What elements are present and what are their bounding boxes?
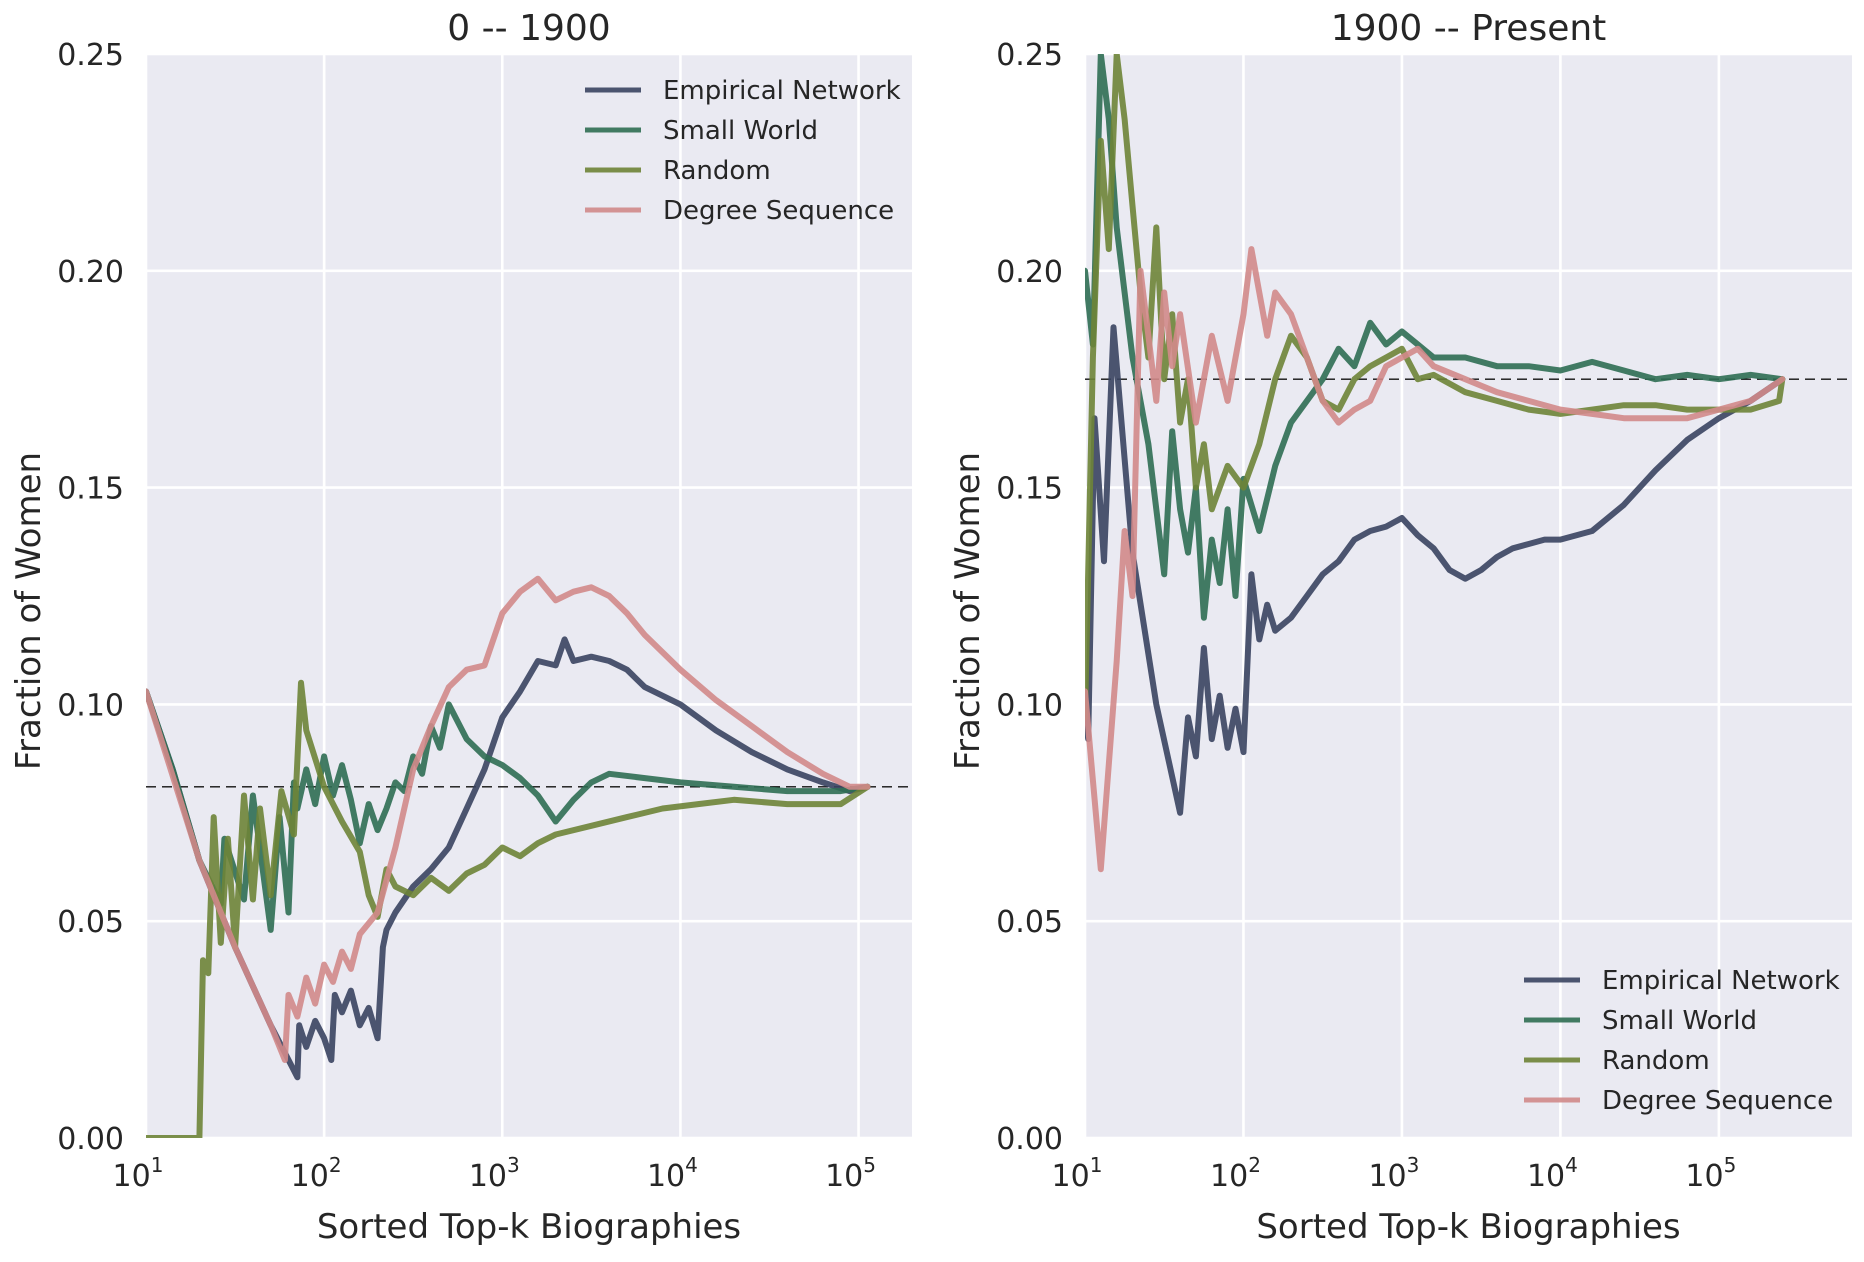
series-group bbox=[146, 575, 871, 1138]
x-tick-label: 103 bbox=[1368, 1153, 1419, 1194]
x-tick-label: 103 bbox=[469, 1153, 520, 1194]
x-tick-base: 10 bbox=[1210, 1159, 1248, 1194]
y-tick-label: 0.00 bbox=[57, 1122, 124, 1157]
legend-label: Small World bbox=[663, 116, 818, 146]
plot-area bbox=[146, 54, 912, 1138]
x-tick-label: 105 bbox=[825, 1153, 876, 1194]
series-line-random bbox=[146, 679, 871, 1138]
plot-area bbox=[1085, 54, 1852, 1138]
x-tick-base: 10 bbox=[1685, 1159, 1723, 1194]
x-tick-base: 10 bbox=[1052, 1159, 1090, 1194]
x-tick-exponent: 3 bbox=[507, 1153, 520, 1177]
x-axis-label: Sorted Top-k Biographies bbox=[1256, 1207, 1680, 1247]
y-tick-label: 0.25 bbox=[57, 38, 124, 73]
chart-title: 1900 -- Present bbox=[1331, 8, 1607, 49]
legend: Empirical Network Small World Random Degree… bbox=[1524, 966, 1840, 1116]
y-tick-label: 0.20 bbox=[57, 255, 124, 290]
x-tick-base: 10 bbox=[469, 1159, 507, 1194]
chart-title: 0 -- 1900 bbox=[447, 8, 610, 49]
series-line-small-world bbox=[146, 688, 871, 933]
series-line-empirical-network bbox=[1085, 324, 1786, 816]
x-tick-exponent: 2 bbox=[329, 1153, 342, 1177]
series-line-degree-sequence bbox=[146, 575, 871, 1063]
x-tick-label: 104 bbox=[1527, 1153, 1578, 1194]
x-tick-label: 101 bbox=[113, 1153, 164, 1194]
y-tick-label: 0.25 bbox=[996, 38, 1063, 73]
legend-label: Empirical Network bbox=[1602, 966, 1840, 996]
y-tick-label: 0.10 bbox=[996, 688, 1063, 723]
y-tick-label: 0.15 bbox=[996, 472, 1063, 507]
x-tick-base: 10 bbox=[647, 1159, 685, 1194]
y-axis-label: Fraction of Women bbox=[948, 452, 988, 770]
x-tick-label: 105 bbox=[1685, 1153, 1736, 1194]
y-axis-label: Fraction of Women bbox=[9, 452, 49, 770]
x-tick-exponent: 4 bbox=[685, 1153, 698, 1177]
x-axis-label: Sorted Top-k Biographies bbox=[317, 1207, 741, 1247]
legend-label: Degree Sequence bbox=[663, 196, 894, 226]
x-tick-exponent: 1 bbox=[1090, 1153, 1103, 1177]
series-line-empirical-network bbox=[146, 636, 871, 1081]
x-tick-base: 10 bbox=[291, 1159, 329, 1194]
legend-label: Degree Sequence bbox=[1602, 1086, 1833, 1116]
legend-label: Empirical Network bbox=[663, 76, 901, 106]
x-tick-exponent: 5 bbox=[863, 1153, 876, 1177]
x-tick-base: 10 bbox=[113, 1159, 151, 1194]
y-tick-label: 0.05 bbox=[57, 905, 124, 940]
legend-label: Small World bbox=[1602, 1006, 1757, 1036]
legend-label: Random bbox=[663, 156, 771, 186]
x-tick-exponent: 1 bbox=[151, 1153, 164, 1177]
x-tick-label: 102 bbox=[291, 1153, 342, 1194]
series-group bbox=[1085, 54, 1786, 873]
y-tick-label: 0.20 bbox=[996, 255, 1063, 290]
y-tick-label: 0.00 bbox=[996, 1122, 1063, 1157]
x-tick-base: 10 bbox=[1368, 1159, 1406, 1194]
x-tick-label: 104 bbox=[647, 1153, 698, 1194]
x-tick-label: 101 bbox=[1052, 1153, 1103, 1194]
x-tick-exponent: 4 bbox=[1565, 1153, 1578, 1177]
y-tick-label: 0.15 bbox=[57, 472, 124, 507]
legend: Empirical Network Small World Random Degree… bbox=[585, 76, 901, 226]
series-line-small-world bbox=[1085, 54, 1786, 621]
x-tick-exponent: 5 bbox=[1724, 1153, 1737, 1177]
x-tick-label: 102 bbox=[1210, 1153, 1261, 1194]
x-tick-exponent: 3 bbox=[1407, 1153, 1420, 1177]
y-tick-label: 0.10 bbox=[57, 688, 124, 723]
y-tick-label: 0.05 bbox=[996, 905, 1063, 940]
x-tick-exponent: 2 bbox=[1248, 1153, 1261, 1177]
series-line-degree-sequence bbox=[1085, 246, 1786, 873]
x-tick-base: 10 bbox=[1527, 1159, 1565, 1194]
x-tick-base: 10 bbox=[825, 1159, 863, 1194]
legend-label: Random bbox=[1602, 1046, 1710, 1076]
